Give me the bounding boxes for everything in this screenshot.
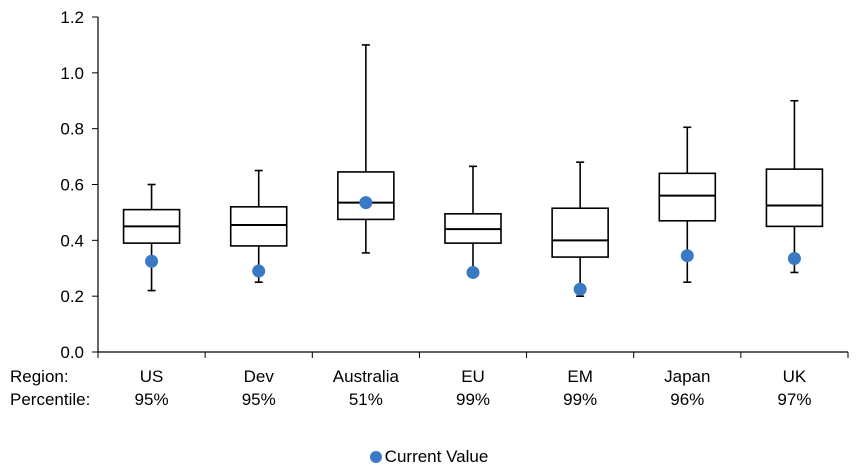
current-value-point	[573, 282, 587, 296]
legend-label: Current Value	[384, 447, 489, 466]
iqr-box	[658, 172, 717, 222]
x-tick-label-percentile: 96%	[670, 390, 704, 409]
current-value-point	[359, 196, 373, 210]
current-value-point	[680, 249, 694, 263]
y-tick-label: 0.2	[60, 287, 84, 306]
box-eu	[444, 165, 502, 279]
x-tick-label-region: Japan	[664, 367, 710, 386]
y-tick-label: 1.2	[60, 8, 84, 27]
legend: Current Value	[0, 447, 858, 467]
row-label-region: Region:	[10, 367, 69, 386]
row-label-percentile: Percentile:	[10, 390, 90, 409]
iqr-box	[337, 171, 395, 221]
current-value-point	[787, 251, 801, 265]
current-value-point	[252, 264, 266, 278]
iqr-box	[551, 207, 609, 258]
x-tick-label-region: UK	[783, 367, 807, 386]
x-tick-label-percentile: 95%	[242, 390, 276, 409]
box-plot-chart: 0.0 0.2 0.4 0.6 0.8 1.0 1.2 Region: Percentile:…	[10, 8, 849, 409]
x-tick-label-region: Australia	[333, 367, 400, 386]
iqr-box	[229, 206, 288, 247]
x-tick-label-percentile: 51%	[349, 390, 383, 409]
current-value-point	[466, 265, 480, 279]
y-tick-label: 0.8	[60, 120, 84, 139]
category-labels: Region: Percentile: US 95% Dev 95% Australia 51…	[10, 367, 811, 409]
y-tick-label: 0.0	[60, 343, 84, 362]
box-em	[551, 161, 609, 297]
x-tick-label-percentile: 99%	[456, 390, 490, 409]
y-tick-label: 1.0	[60, 64, 84, 83]
box-us	[122, 183, 181, 292]
y-tick-label: 0.4	[60, 231, 84, 250]
x-tick-label-percentile: 95%	[135, 390, 169, 409]
x-tick-label-region: EM	[567, 367, 593, 386]
box-japan	[658, 126, 717, 284]
iqr-box	[765, 168, 824, 228]
box-uk	[765, 99, 824, 274]
legend-marker-icon	[369, 451, 382, 463]
current-value-point	[145, 254, 159, 268]
box-australia	[337, 44, 395, 254]
axes: 0.0 0.2 0.4 0.6 0.8 1.0 1.2	[60, 8, 849, 362]
y-tick-label: 0.6	[60, 176, 84, 195]
x-tick-label-percentile: 99%	[563, 390, 597, 409]
box-series	[122, 44, 824, 297]
box-dev	[229, 169, 288, 284]
x-tick-label-region: EU	[461, 367, 485, 386]
x-tick-label-region: Dev	[244, 367, 275, 386]
x-tick-label-percentile: 97%	[777, 390, 811, 409]
x-tick-label-region: US	[140, 367, 164, 386]
